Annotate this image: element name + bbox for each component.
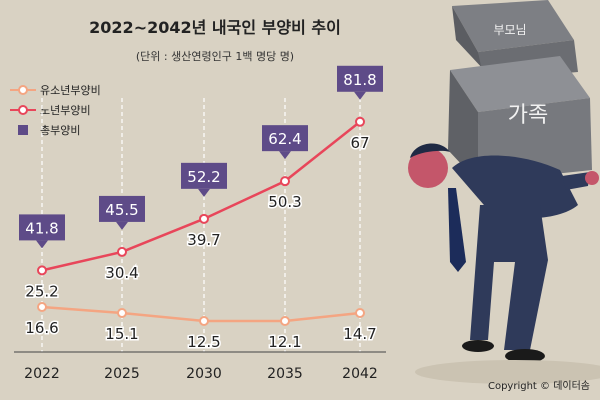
legend-item-total: 총부양비	[10, 120, 101, 140]
series-marks: 16.6 15.1 12.5 12.1 14.7 25.2 30.4 39.7 50.3 67 41…	[19, 65, 383, 353]
x-tick-label-2035: 2035	[267, 366, 303, 382]
point-youth-2035	[280, 316, 290, 326]
chart-unit-note: (단위 : 생산연령인구 1백 명당 명)	[135, 50, 295, 63]
callout-box-total-2030	[181, 162, 227, 189]
callout-box-total-2035	[262, 125, 308, 152]
x-tick-label-2030: 2030	[186, 366, 222, 382]
point-elderly-2035	[280, 176, 290, 187]
box-big-label: 가족	[508, 103, 548, 128]
copyright: Copyright © 데이터솜	[487, 381, 590, 392]
callout-pointer-total-2022	[36, 240, 48, 249]
label-total-2022: 41.8	[25, 219, 58, 237]
label-youth-2022: 16.6	[25, 319, 58, 337]
point-youth-2030	[199, 316, 209, 326]
point-elderly-2042	[355, 116, 365, 127]
label-elderly-2025: 30.4	[105, 264, 138, 282]
point-youth-2022	[37, 302, 47, 312]
label-total-2035: 62.4	[268, 130, 301, 148]
box-small-label: 부모님	[493, 23, 526, 37]
legend-label-total: 총부양비	[40, 124, 81, 137]
vertical-grid	[41, 98, 361, 352]
x-tick-label-2025: 2025	[104, 366, 140, 382]
callout-box-total-2025	[99, 195, 145, 222]
label-total-2042: 81.8	[343, 71, 376, 89]
label-youth-2042: 14.7	[343, 325, 376, 343]
callout-box-total-2042	[337, 65, 383, 92]
label-youth-2030: 12.5	[187, 333, 220, 351]
x-tick-label-2022: 2022	[24, 366, 60, 382]
chart-title: 2022~2042년 내국인 부양비 추이	[89, 18, 341, 37]
legend: 유소년부양비 노년부양비 총부양비	[10, 80, 101, 140]
callout-pointer-total-2025	[116, 221, 128, 230]
label-total-2030: 52.2	[187, 168, 220, 186]
x-tick-label-2042: 2042	[342, 366, 378, 382]
point-youth-2042	[355, 308, 365, 318]
point-elderly-2022	[37, 265, 47, 276]
label-elderly-2042: 67	[350, 134, 369, 152]
legend-label-elderly: 노년부양비	[40, 104, 91, 117]
label-youth-2025: 15.1	[105, 325, 138, 343]
point-elderly-2030	[199, 213, 209, 224]
x-axis: 2022 2025 2030 2035 2042	[14, 351, 386, 382]
point-elderly-2025	[117, 246, 127, 257]
legend-swatch-elderly	[10, 104, 36, 116]
point-youth-2025	[117, 308, 127, 318]
callout-pointer-total-2030	[198, 188, 210, 197]
label-youth-2035: 12.1	[268, 333, 301, 351]
label-total-2025: 45.5	[105, 201, 138, 219]
callout-box-total-2022	[19, 214, 65, 241]
label-elderly-2035: 50.3	[268, 193, 301, 211]
label-elderly-2030: 39.7	[187, 231, 220, 249]
callout-pointer-total-2042	[354, 91, 366, 100]
illustration-man-carrying-boxes: 부모님 가족	[408, 0, 600, 384]
legend-item-youth: 유소년부양비	[10, 80, 101, 100]
legend-label-youth: 유소년부양비	[40, 84, 101, 97]
callout-pointer-total-2035	[279, 151, 291, 160]
legend-item-elderly: 노년부양비	[10, 100, 101, 120]
label-elderly-2022: 25.2	[25, 282, 58, 300]
legend-swatch-total	[10, 124, 36, 136]
legend-swatch-youth	[10, 84, 36, 96]
